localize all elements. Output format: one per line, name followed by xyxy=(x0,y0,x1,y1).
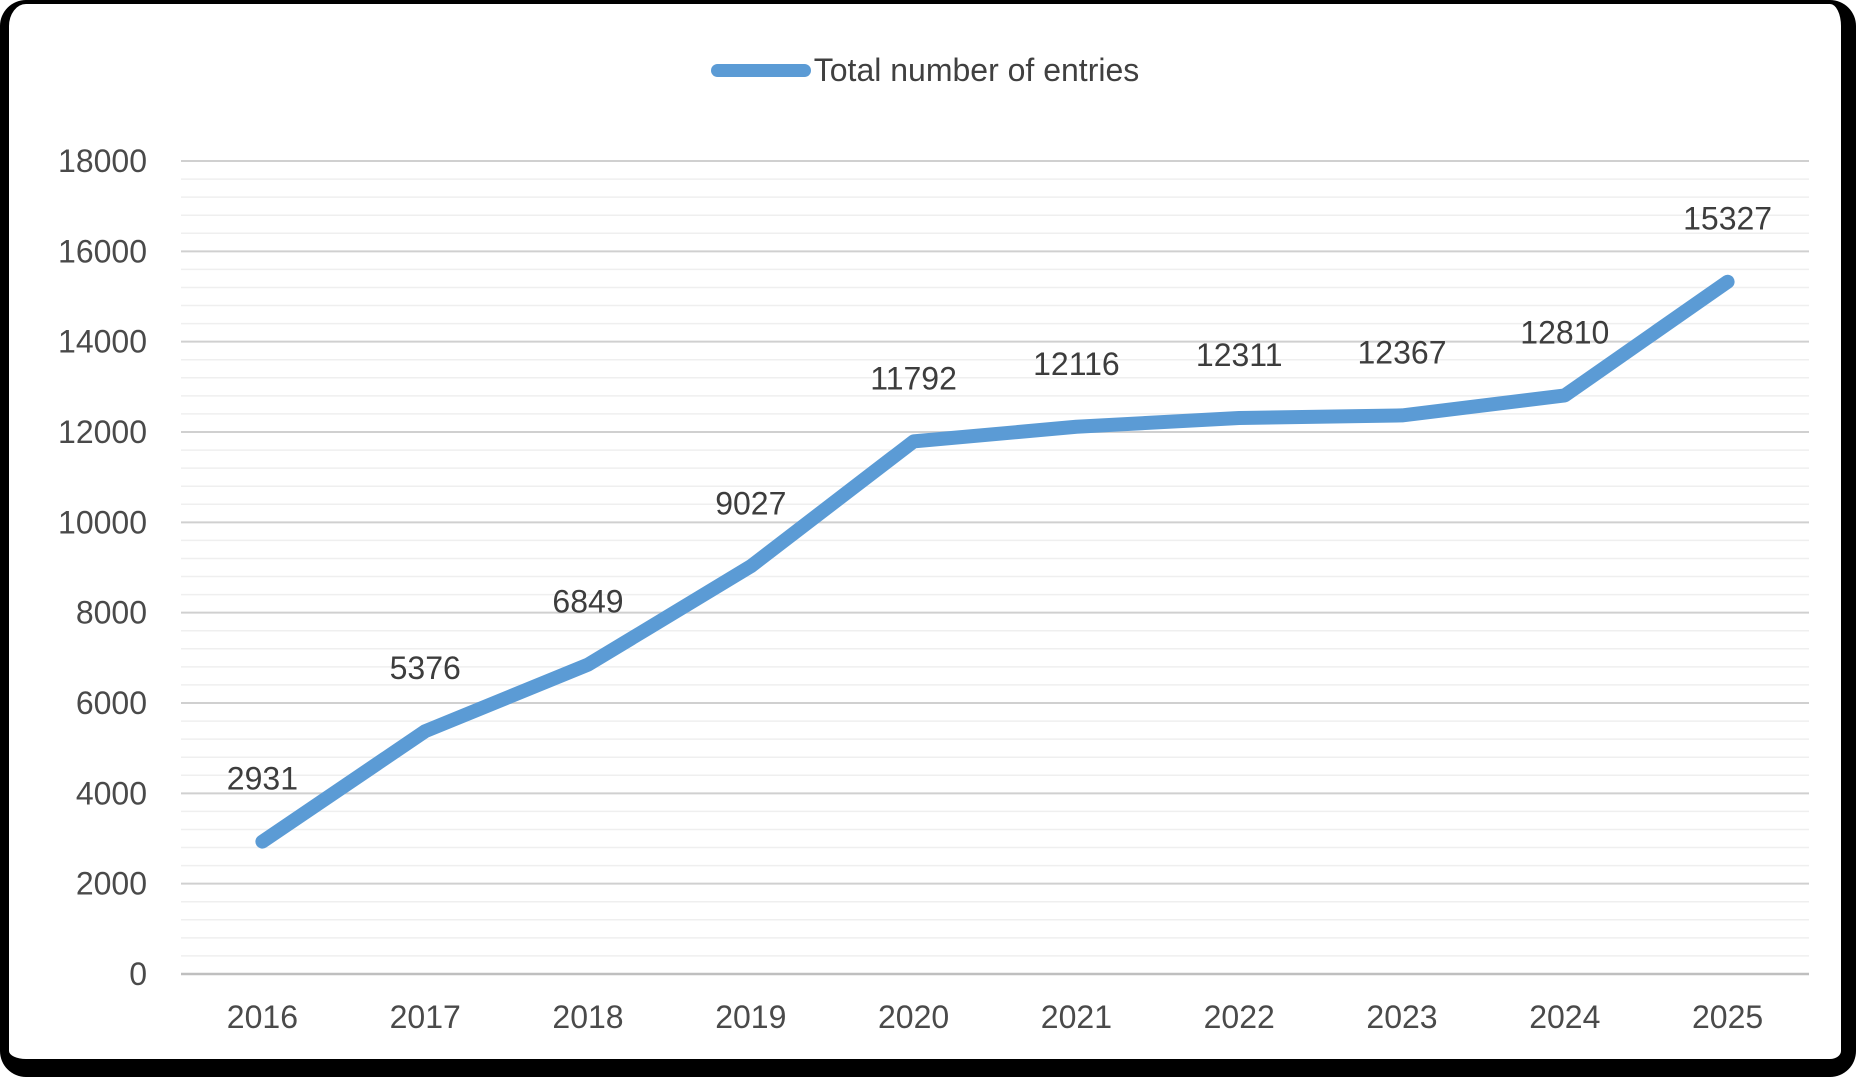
data-label: 12810 xyxy=(1520,314,1609,350)
y-axis-tick-label: 10000 xyxy=(58,504,147,540)
plot-area: 0 2000 4000 6000 8000 10000 12000 14000 16000 180… xyxy=(58,143,1809,1035)
x-axis-tick-label: 2016 xyxy=(227,999,298,1035)
x-axis-tick-label: 2024 xyxy=(1529,999,1600,1035)
y-axis-tick-label: 16000 xyxy=(58,233,147,269)
y-axis-tick-label: 18000 xyxy=(58,143,147,179)
legend-label: Total number of entries xyxy=(813,51,1140,88)
y-axis-tick-label: 4000 xyxy=(76,775,147,811)
series-line xyxy=(255,274,1735,849)
chart: Total number of entries 0 2000 4000 6000 800… xyxy=(9,4,1841,1059)
x-axis-tick-label: 2019 xyxy=(715,999,786,1035)
y-axis-tick-label: 14000 xyxy=(58,324,147,360)
data-label: 12311 xyxy=(1196,337,1283,373)
x-axis-tick-label: 2023 xyxy=(1366,999,1437,1035)
data-label: 12116 xyxy=(1033,346,1120,382)
data-label: 5376 xyxy=(390,650,461,686)
data-label: 9027 xyxy=(715,485,786,521)
data-label: 15327 xyxy=(1683,201,1772,237)
y-axis-tick-label: 12000 xyxy=(58,414,147,450)
x-axis-tick-label: 2017 xyxy=(390,999,461,1035)
y-axis-tick-label: 6000 xyxy=(76,685,147,721)
data-label: 6849 xyxy=(552,584,623,620)
x-axis-tick-label: 2020 xyxy=(878,999,949,1035)
data-label: 11792 xyxy=(870,360,957,396)
data-label: 2931 xyxy=(227,761,298,797)
x-axis-tick-label: 2025 xyxy=(1692,999,1763,1035)
y-axis-tick-label: 2000 xyxy=(76,866,147,902)
y-axis-tick-label: 8000 xyxy=(76,595,147,631)
x-axis-tick-label: 2022 xyxy=(1204,999,1275,1035)
x-axis-tick-label: 2021 xyxy=(1041,999,1112,1035)
legend-line-marker xyxy=(710,63,811,77)
legend: Total number of entries xyxy=(9,50,1841,90)
y-axis-tick-label: 0 xyxy=(129,956,147,992)
data-label: 12367 xyxy=(1358,334,1447,370)
x-axis-tick-label: 2018 xyxy=(552,999,623,1035)
